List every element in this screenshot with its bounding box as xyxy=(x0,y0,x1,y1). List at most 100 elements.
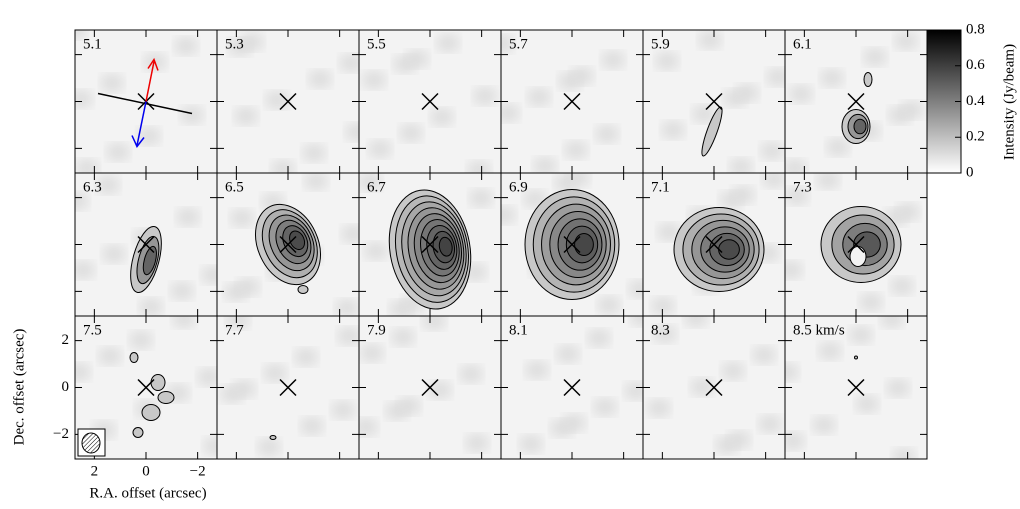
panel: 8.1 xyxy=(500,315,644,460)
colorbar-tick-label: 0.4 xyxy=(966,93,985,109)
noise xyxy=(139,298,163,316)
center-cross xyxy=(705,92,723,111)
center-cross xyxy=(279,92,297,111)
noise xyxy=(337,327,359,345)
noise xyxy=(459,365,483,383)
noise xyxy=(106,143,130,161)
noise xyxy=(727,431,751,449)
contour xyxy=(141,404,161,421)
noise xyxy=(501,35,514,53)
noise xyxy=(75,159,99,173)
velocity-label: 5.9 xyxy=(651,36,670,52)
noise xyxy=(226,316,250,329)
noise xyxy=(785,261,803,279)
center-cross xyxy=(421,235,439,254)
contour xyxy=(854,355,858,360)
noise xyxy=(785,363,799,381)
velocity-label: 6.5 xyxy=(225,179,244,195)
noise xyxy=(362,71,386,89)
noise xyxy=(657,223,681,241)
noise xyxy=(102,245,126,263)
noise xyxy=(562,414,586,432)
noise xyxy=(890,277,914,295)
noise xyxy=(364,242,388,260)
colorbar-tick-label: 0.8 xyxy=(966,21,985,37)
contour xyxy=(438,236,453,257)
panel: 5.9 xyxy=(642,29,786,174)
center-cross xyxy=(563,235,581,254)
noise xyxy=(465,434,489,452)
velocity-label: 7.7 xyxy=(225,322,244,338)
noise xyxy=(129,331,153,349)
noise xyxy=(501,206,516,224)
noise xyxy=(785,159,807,173)
noise xyxy=(137,127,161,145)
panel: 5.1 xyxy=(74,29,218,174)
blue-arrow xyxy=(136,101,147,146)
y-tick-label: 2 xyxy=(62,332,70,348)
noise xyxy=(422,316,446,330)
noise xyxy=(197,368,217,386)
center-cross xyxy=(137,378,155,397)
x-tick-label: 0 xyxy=(142,463,150,479)
x-axis-label: R.A. offset (arcsec) xyxy=(89,485,206,501)
noise xyxy=(647,399,671,417)
center-cross xyxy=(563,92,581,111)
center-cross xyxy=(421,92,439,111)
noise xyxy=(98,347,122,365)
contour xyxy=(289,230,306,251)
colorbar-tick-label: 0 xyxy=(966,164,974,180)
contour xyxy=(701,106,723,157)
noise xyxy=(661,121,685,139)
velocity-label: 6.7 xyxy=(367,179,386,195)
noise xyxy=(630,316,643,326)
hole xyxy=(849,246,867,267)
noise xyxy=(397,397,421,415)
contour xyxy=(269,435,277,440)
contour xyxy=(863,72,873,87)
contour xyxy=(129,352,139,363)
noise xyxy=(302,144,326,162)
panel: 5.3 xyxy=(216,29,360,174)
panel: 6.7 xyxy=(358,172,502,317)
velocity-label: 8.3 xyxy=(651,322,670,338)
y-tick-label: 0 xyxy=(62,379,70,395)
center-cross xyxy=(847,92,865,111)
noise xyxy=(818,342,842,360)
noise xyxy=(399,124,423,142)
noise xyxy=(236,278,260,296)
noise xyxy=(624,382,643,400)
noise xyxy=(601,51,625,69)
noise xyxy=(230,209,254,227)
noise xyxy=(597,296,621,314)
velocity-label: 6.3 xyxy=(83,179,102,195)
noise xyxy=(655,52,679,70)
noise xyxy=(203,437,217,455)
noise xyxy=(570,67,594,85)
noise xyxy=(698,31,722,49)
noise xyxy=(176,208,200,226)
panel-image xyxy=(785,316,927,459)
panel-image xyxy=(643,30,785,173)
center-cross xyxy=(137,235,155,254)
noise xyxy=(556,345,580,363)
noise xyxy=(886,379,910,397)
noise xyxy=(359,173,382,191)
panel-image xyxy=(643,173,785,316)
blue-arrow-head xyxy=(131,135,145,148)
contour xyxy=(853,118,867,135)
panel: 5.7 xyxy=(500,29,644,174)
center-cross xyxy=(563,378,581,397)
contour xyxy=(718,239,740,260)
velocity-label: 6.9 xyxy=(509,179,528,195)
noise xyxy=(900,101,924,119)
panel: 6.3 xyxy=(74,172,218,317)
panel-image xyxy=(359,173,501,316)
noise xyxy=(789,85,813,103)
noise xyxy=(593,398,617,416)
noise xyxy=(467,161,491,173)
noise xyxy=(762,173,785,188)
noise xyxy=(265,91,289,109)
noise xyxy=(766,68,785,86)
